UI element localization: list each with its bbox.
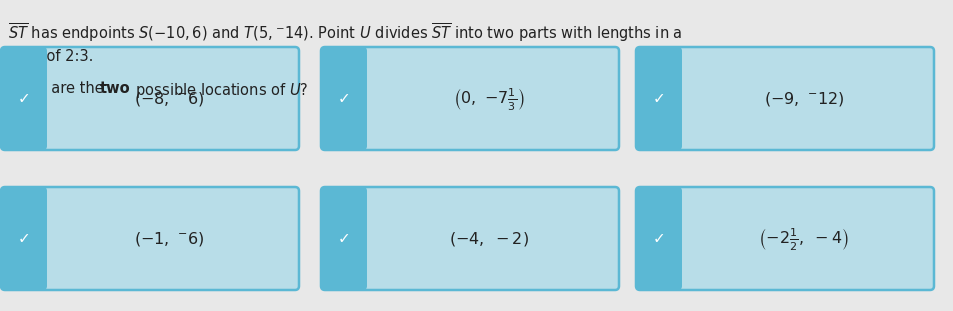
Text: ✓: ✓ (337, 231, 350, 246)
Text: $\left({-2\frac{1}{2}},\ -4\right)$: $\left({-2\frac{1}{2}},\ -4\right)$ (758, 225, 849, 252)
FancyBboxPatch shape (636, 187, 681, 290)
Text: What are the: What are the (8, 81, 109, 96)
Text: possible locations of $U$?: possible locations of $U$? (131, 81, 308, 100)
FancyBboxPatch shape (636, 47, 681, 150)
FancyBboxPatch shape (320, 187, 367, 290)
FancyBboxPatch shape (320, 47, 618, 150)
FancyBboxPatch shape (1, 47, 47, 150)
Text: ✓: ✓ (17, 91, 30, 106)
FancyBboxPatch shape (320, 47, 367, 150)
Text: ✓: ✓ (652, 91, 664, 106)
FancyBboxPatch shape (636, 187, 933, 290)
Text: two: two (100, 81, 131, 96)
FancyBboxPatch shape (320, 187, 618, 290)
FancyBboxPatch shape (1, 187, 47, 290)
Text: $\left(0,\ {-7\frac{1}{3}}\right)$: $\left(0,\ {-7\frac{1}{3}}\right)$ (453, 86, 524, 112)
Text: $(-4,\ -2)$: $(-4,\ -2)$ (449, 230, 528, 248)
Text: ✓: ✓ (337, 91, 350, 106)
Text: ✓: ✓ (17, 231, 30, 246)
Text: ✓: ✓ (652, 231, 664, 246)
FancyBboxPatch shape (1, 187, 298, 290)
Text: $(-8,\ ^{-}6)$: $(-8,\ ^{-}6)$ (133, 90, 204, 108)
Text: $(-1,\ ^{-}6)$: $(-1,\ ^{-}6)$ (133, 230, 204, 248)
FancyBboxPatch shape (1, 47, 298, 150)
Text: ratio of 2:3.: ratio of 2:3. (8, 49, 93, 64)
FancyBboxPatch shape (636, 47, 933, 150)
Text: $(-9,\ ^{-}12)$: $(-9,\ ^{-}12)$ (763, 90, 843, 108)
Text: $\overline{ST}$ has endpoints $S(-10, 6)$ and $T(5, ^{-}14)$. Point $U$ divides : $\overline{ST}$ has endpoints $S(-10, 6)… (8, 21, 682, 44)
